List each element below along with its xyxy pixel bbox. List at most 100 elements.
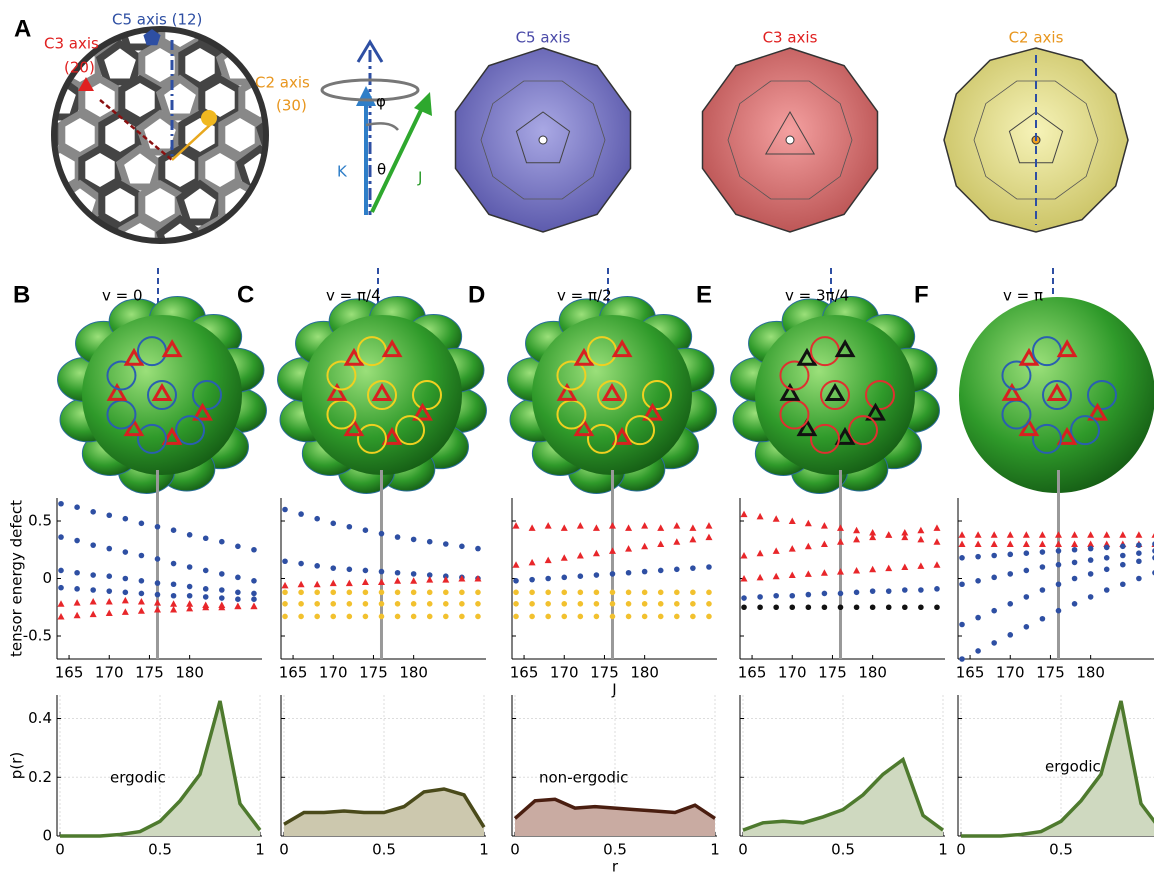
point (170, 606, 177, 613)
c2-symbol (201, 110, 217, 126)
point (106, 598, 113, 605)
point (74, 599, 81, 606)
point (674, 590, 680, 596)
point (139, 553, 145, 559)
point (410, 577, 417, 584)
point (870, 588, 876, 594)
point (902, 587, 908, 593)
point (90, 611, 97, 618)
polyhedron-title: C5 axis (516, 29, 571, 47)
point (330, 565, 336, 571)
point (363, 590, 369, 596)
point (991, 531, 998, 538)
point (513, 522, 520, 529)
point (593, 524, 600, 531)
point (155, 556, 161, 562)
sphere (278, 297, 487, 494)
point (933, 561, 940, 568)
point (298, 590, 304, 596)
point (1136, 558, 1142, 564)
point (58, 600, 65, 607)
point (658, 568, 664, 574)
point (741, 604, 747, 610)
point (314, 581, 321, 588)
point (106, 610, 113, 617)
point (609, 522, 616, 529)
x-tick-label: 165 (510, 664, 539, 682)
point (90, 572, 96, 578)
point (155, 592, 161, 598)
point (838, 604, 844, 610)
point (347, 567, 353, 573)
core (959, 297, 1154, 493)
point (674, 567, 680, 573)
point (106, 588, 112, 594)
point (1120, 553, 1126, 559)
core (755, 315, 915, 475)
point (885, 531, 892, 538)
point (959, 541, 966, 548)
ring (22, 184, 58, 226)
point (837, 538, 844, 545)
nu-label: v = 3π/4 (785, 287, 849, 305)
point (395, 601, 401, 607)
point (395, 590, 401, 596)
ring (262, 254, 298, 296)
point (690, 590, 696, 596)
point (1120, 581, 1126, 587)
point (821, 541, 828, 548)
point (155, 580, 161, 586)
point (757, 594, 763, 600)
point (610, 590, 616, 596)
point (773, 604, 779, 610)
point (219, 539, 225, 545)
point (689, 536, 696, 543)
point (933, 538, 940, 545)
point (594, 572, 600, 578)
point (411, 614, 417, 620)
ring (302, 114, 338, 156)
point (658, 590, 664, 596)
ring (60, 0, 100, 12)
point (314, 563, 320, 569)
point (170, 600, 177, 607)
point (443, 541, 449, 547)
x-tick-label: 1 (255, 841, 265, 859)
point (806, 604, 812, 610)
point (427, 539, 433, 545)
point (395, 534, 401, 540)
ring (0, 149, 40, 187)
point (529, 524, 536, 531)
x-tick-label: 1 (479, 841, 489, 859)
y-axis-title: p(r) (8, 752, 26, 779)
point (330, 590, 336, 596)
point (122, 597, 129, 604)
point (58, 501, 64, 507)
ring (280, 219, 320, 257)
point (706, 564, 712, 570)
point (805, 543, 812, 550)
point (138, 598, 145, 605)
point (235, 575, 241, 581)
point (1071, 541, 1078, 548)
point (251, 547, 257, 553)
point (1136, 542, 1142, 548)
x-tick-label: 175 (590, 664, 619, 682)
point (427, 590, 433, 596)
point (1040, 564, 1046, 570)
point (298, 581, 305, 588)
ring (322, 9, 358, 51)
point (561, 524, 568, 531)
y-tick-label: 0.4 (28, 709, 52, 727)
point (673, 522, 680, 529)
point (219, 571, 225, 577)
point (1055, 541, 1062, 548)
point (154, 606, 161, 613)
ring (142, 254, 178, 296)
y-tick-label: 0.2 (28, 768, 52, 786)
x-tick-label: 0 (510, 841, 520, 859)
point (251, 596, 257, 602)
point (773, 547, 780, 554)
point (1088, 571, 1094, 577)
point (610, 614, 616, 620)
